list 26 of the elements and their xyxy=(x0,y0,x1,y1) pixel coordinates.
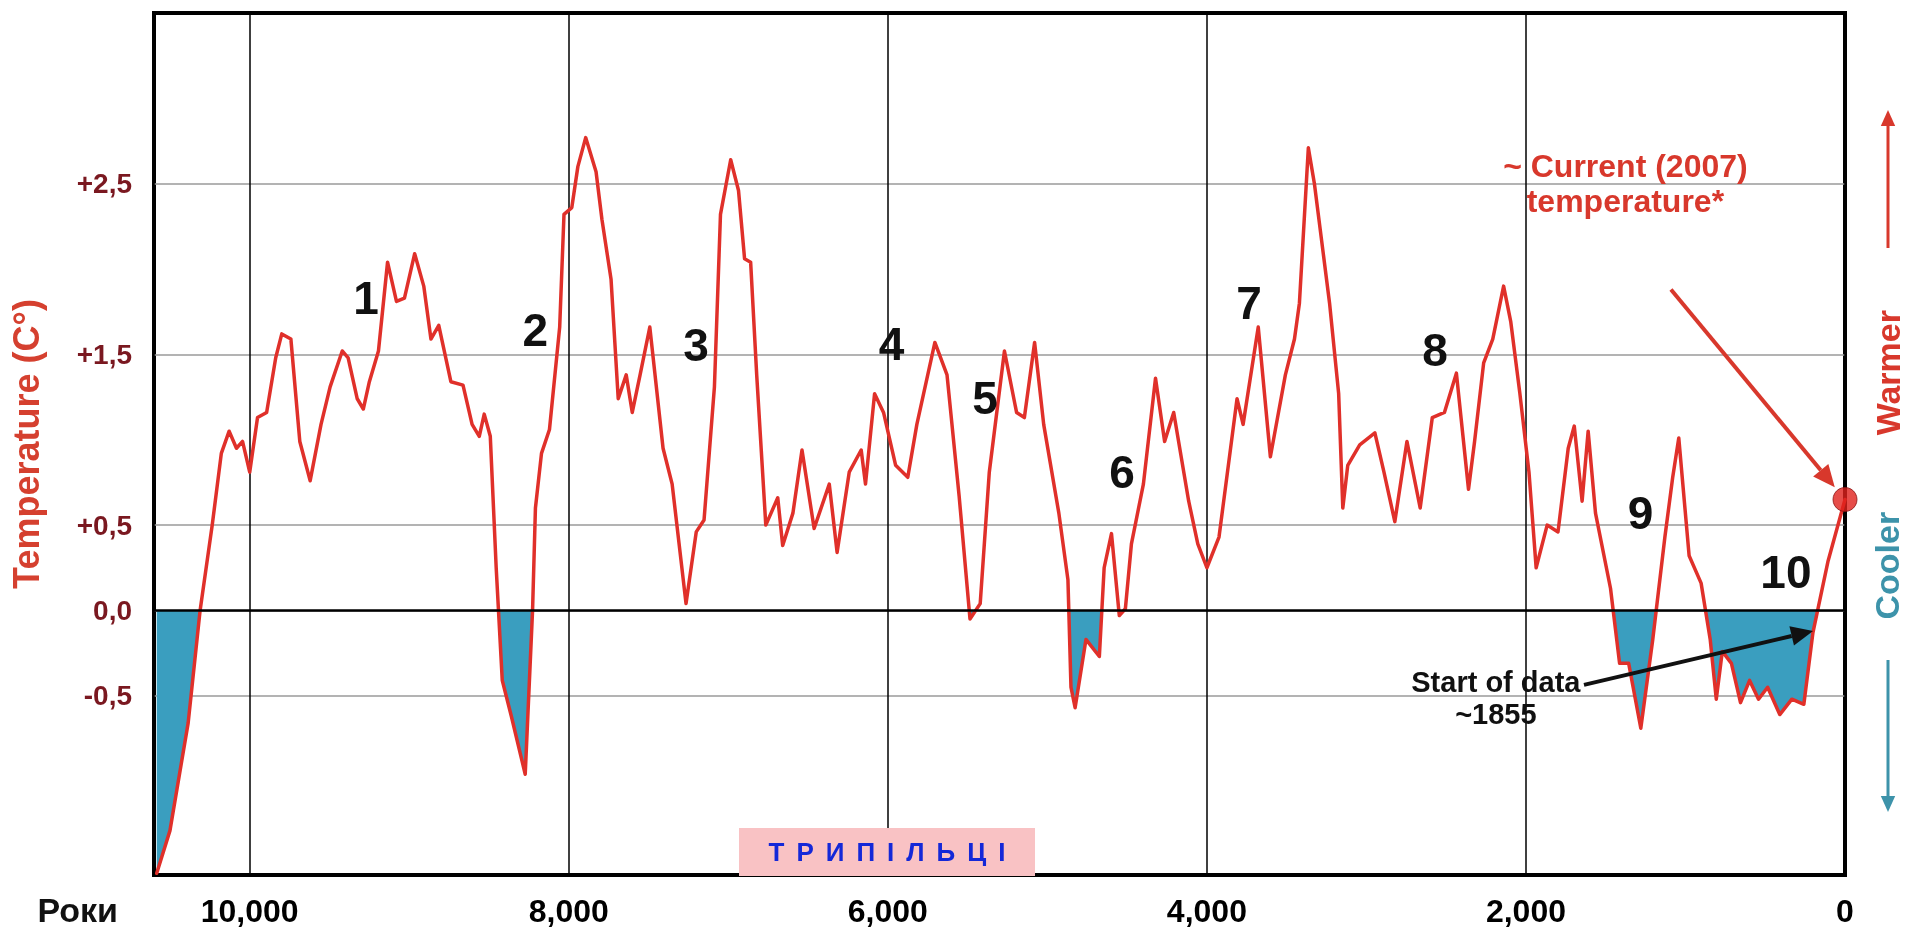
y-tick-label: -0,5 xyxy=(83,680,132,712)
x-tick-label: 6,000 xyxy=(847,893,928,929)
annotation: 8 xyxy=(1422,324,1448,377)
annotation: 7 xyxy=(1236,276,1262,329)
annotation: ~ Current (2007) temperature* xyxy=(1503,147,1748,220)
x-axis-title: Роки xyxy=(37,890,119,929)
x-tick-label: 2,000 xyxy=(1485,893,1566,929)
annotation: 3 xyxy=(683,319,709,372)
annotation: 1 xyxy=(353,271,379,324)
x-tick-label: 4,000 xyxy=(1166,893,1247,929)
y-axis-title: Temperature (C°) xyxy=(5,299,47,589)
annotation: 10 xyxy=(1760,546,1812,599)
annotation: 6 xyxy=(1109,445,1135,498)
annotation: ТРИПІЛЬЦІ xyxy=(738,827,1036,877)
text: Warmer xyxy=(1868,309,1907,435)
y-tick-label: +0,5 xyxy=(76,509,132,541)
annotation: 5 xyxy=(972,372,998,425)
x-tick-label: 10,000 xyxy=(200,893,299,929)
text: Cooler xyxy=(1868,511,1907,620)
y-tick-label: +1,5 xyxy=(76,338,132,370)
annotation: 9 xyxy=(1627,486,1654,539)
x-tick-label: 8,000 xyxy=(528,893,609,929)
x-tick-label: 0 xyxy=(1836,893,1854,929)
y-tick-label: +2,5 xyxy=(76,168,132,200)
annotation: 2 xyxy=(522,303,549,356)
y-tick-label: 0,0 xyxy=(93,594,132,626)
